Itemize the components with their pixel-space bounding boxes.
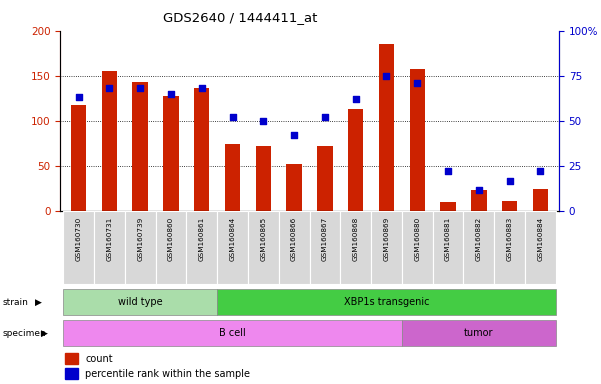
Point xyxy=(289,132,299,139)
Text: GSM160883: GSM160883 xyxy=(507,216,513,261)
Bar xyxy=(125,211,156,284)
Text: XBP1s transgenic: XBP1s transgenic xyxy=(344,297,429,308)
Bar xyxy=(310,211,340,284)
Point xyxy=(505,177,514,184)
Bar xyxy=(102,71,117,211)
Text: GSM160882: GSM160882 xyxy=(476,216,482,261)
Text: wild type: wild type xyxy=(118,297,162,308)
Text: GSM160867: GSM160867 xyxy=(322,216,328,261)
Bar xyxy=(156,211,186,284)
Bar xyxy=(217,290,556,315)
Bar xyxy=(402,320,556,346)
Point xyxy=(135,85,145,91)
Bar xyxy=(502,201,517,211)
Text: specimen: specimen xyxy=(3,329,47,338)
Bar xyxy=(471,190,487,211)
Point xyxy=(382,73,391,79)
Point xyxy=(74,94,84,101)
Bar xyxy=(65,368,78,379)
Bar xyxy=(186,211,217,284)
Bar xyxy=(340,211,371,284)
Bar xyxy=(163,96,178,211)
Text: GSM160868: GSM160868 xyxy=(353,216,359,261)
Text: percentile rank within the sample: percentile rank within the sample xyxy=(85,369,250,379)
Bar xyxy=(63,211,94,284)
Point xyxy=(105,85,114,91)
Bar xyxy=(348,109,364,211)
Point xyxy=(535,169,545,175)
Text: GSM160731: GSM160731 xyxy=(106,216,112,261)
Point xyxy=(351,96,361,103)
Point xyxy=(166,91,175,97)
Text: ▶: ▶ xyxy=(41,329,47,338)
Text: GSM160861: GSM160861 xyxy=(199,216,205,261)
Text: GSM160730: GSM160730 xyxy=(76,216,82,261)
Point xyxy=(197,85,207,91)
Bar xyxy=(132,82,148,211)
Bar xyxy=(217,211,248,284)
Bar xyxy=(65,353,78,364)
Bar xyxy=(402,211,433,284)
Bar xyxy=(63,320,402,346)
Text: strain: strain xyxy=(3,298,29,307)
Bar xyxy=(379,44,394,211)
Bar xyxy=(371,211,402,284)
Text: GSM160860: GSM160860 xyxy=(168,216,174,261)
Text: GDS2640 / 1444411_at: GDS2640 / 1444411_at xyxy=(163,12,317,25)
Text: GSM160880: GSM160880 xyxy=(414,216,420,261)
Text: B cell: B cell xyxy=(219,328,246,338)
Bar xyxy=(225,144,240,211)
Text: GSM160739: GSM160739 xyxy=(137,216,143,261)
Text: tumor: tumor xyxy=(464,328,493,338)
Bar xyxy=(255,146,271,211)
Text: GSM160864: GSM160864 xyxy=(230,216,236,261)
Text: GSM160865: GSM160865 xyxy=(260,216,266,261)
Point xyxy=(258,118,268,124)
Bar xyxy=(463,211,494,284)
Text: GSM160881: GSM160881 xyxy=(445,216,451,261)
Bar xyxy=(494,211,525,284)
Bar xyxy=(317,146,332,211)
Text: GSM160884: GSM160884 xyxy=(537,216,543,261)
Point xyxy=(444,169,453,175)
Bar xyxy=(410,69,425,211)
Bar xyxy=(279,211,310,284)
Bar xyxy=(248,211,279,284)
Bar xyxy=(287,164,302,211)
Bar xyxy=(194,88,209,211)
Bar xyxy=(71,105,87,211)
Text: GSM160866: GSM160866 xyxy=(291,216,297,261)
Bar xyxy=(433,211,463,284)
Text: GSM160869: GSM160869 xyxy=(383,216,389,261)
Point xyxy=(474,187,484,193)
Bar xyxy=(525,211,556,284)
Point xyxy=(228,114,237,121)
Text: count: count xyxy=(85,354,112,364)
Bar xyxy=(94,211,125,284)
Point xyxy=(320,114,330,121)
Bar xyxy=(63,290,217,315)
Bar xyxy=(532,189,548,211)
Text: ▶: ▶ xyxy=(35,298,41,307)
Point xyxy=(412,80,422,86)
Bar xyxy=(441,202,456,211)
